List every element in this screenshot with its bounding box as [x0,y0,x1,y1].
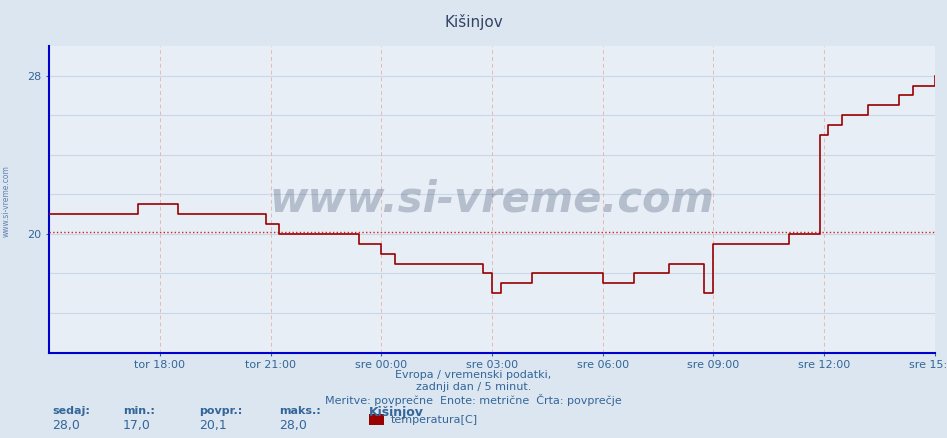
Text: sedaj:: sedaj: [52,406,90,417]
Text: Kišinjov: Kišinjov [369,406,424,420]
Text: min.:: min.: [123,406,155,417]
Text: 20,1: 20,1 [199,419,226,432]
Text: www.si-vreme.com: www.si-vreme.com [2,166,11,237]
Text: 28,0: 28,0 [279,419,307,432]
Text: 28,0: 28,0 [52,419,80,432]
Text: www.si-vreme.com: www.si-vreme.com [270,178,714,220]
Text: povpr.:: povpr.: [199,406,242,417]
Text: temperatura[C]: temperatura[C] [391,415,478,424]
Text: Meritve: povprečne  Enote: metrične  Črta: povprečje: Meritve: povprečne Enote: metrične Črta:… [325,394,622,406]
Text: maks.:: maks.: [279,406,321,417]
Text: Kišinjov: Kišinjov [444,14,503,30]
Text: Evropa / vremenski podatki,: Evropa / vremenski podatki, [396,370,551,380]
Text: zadnji dan / 5 minut.: zadnji dan / 5 minut. [416,382,531,392]
Text: 17,0: 17,0 [123,419,151,432]
